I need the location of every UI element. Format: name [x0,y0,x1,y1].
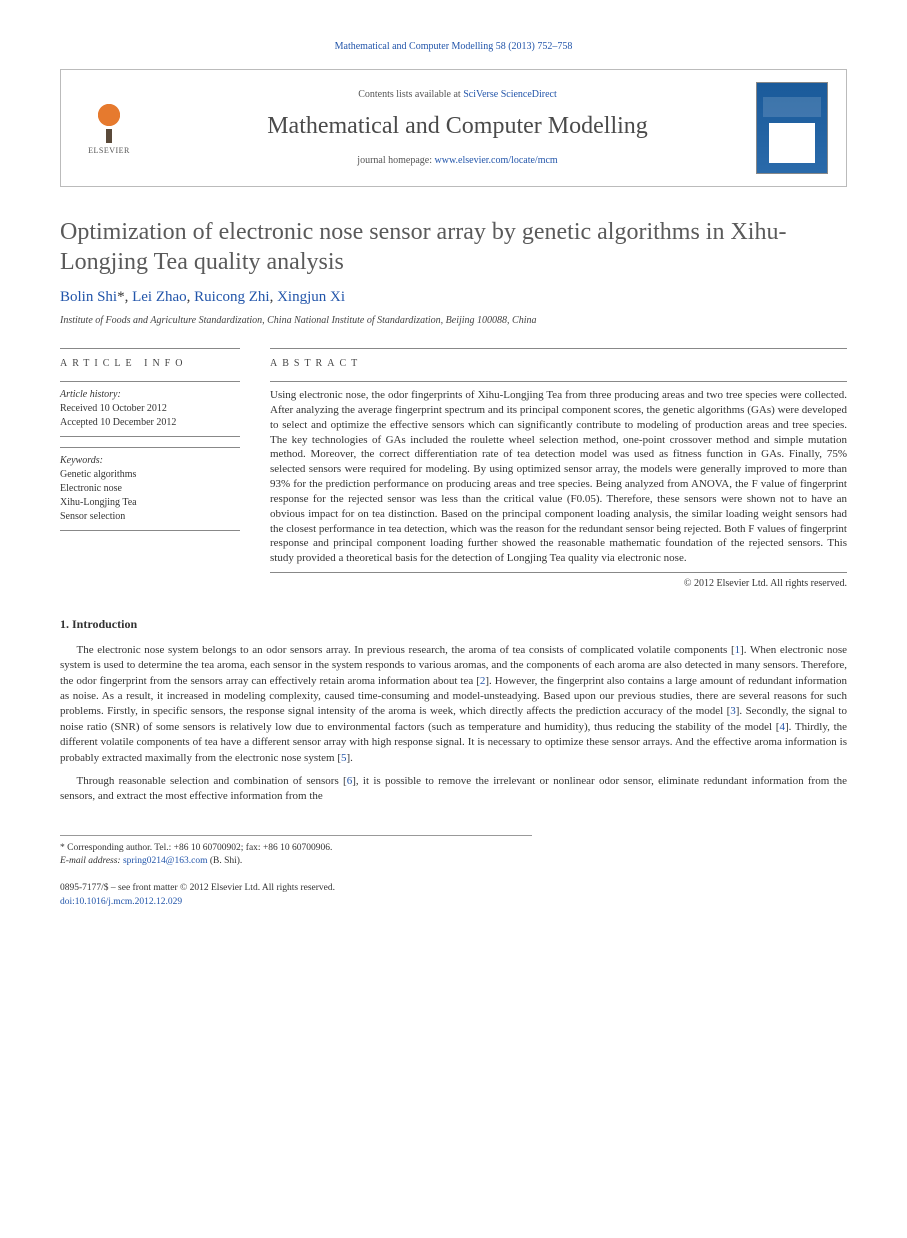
authors-line: Bolin Shi*, Lei Zhao, Ruicong Zhi, Xingj… [60,287,847,308]
citation-header: Mathematical and Computer Modelling 58 (… [60,40,847,54]
author-link[interactable]: Ruicong Zhi [194,289,269,305]
elsevier-tree-icon [89,99,129,139]
email-author: (B. Shi). [210,856,242,866]
author-link[interactable]: Bolin Shi [60,289,117,305]
corresponding-footnote: * Corresponding author. Tel.: +86 10 607… [60,842,532,855]
accepted-date: Accepted 10 December 2012 [60,416,240,430]
author-link[interactable]: Lei Zhao [132,289,187,305]
history-label: Article history: [60,388,240,402]
p1-text: ]. [347,752,353,764]
contents-prefix: Contents lists available at [358,89,463,100]
article-history-block: Article history: Received 10 October 201… [60,381,240,437]
abstract-label: ABSTRACT [270,348,847,371]
intro-paragraph-2: Through reasonable selection and combina… [60,774,847,805]
p2-text: Through reasonable selection and combina… [77,775,347,787]
homepage-link[interactable]: www.elsevier.com/locate/mcm [435,155,558,166]
contents-line: Contents lists available at SciVerse Sci… [159,88,756,102]
email-footnote: E-mail address: spring0214@163.com (B. S… [60,855,532,868]
article-info-column: ARTICLE INFO Article history: Received 1… [60,348,240,591]
article-info-label: ARTICLE INFO [60,348,240,371]
abstract-copyright: © 2012 Elsevier Ltd. All rights reserved… [270,577,847,591]
body-section: 1. Introduction The electronic nose syst… [60,616,847,805]
homepage-line: journal homepage: www.elsevier.com/locat… [159,154,756,168]
article-title: Optimization of electronic nose sensor a… [60,217,847,277]
banner-center: Contents lists available at SciVerse Sci… [159,88,756,168]
keyword: Electronic nose [60,482,240,496]
keyword: Genetic algorithms [60,468,240,482]
corresponding-text: Corresponding author. Tel.: +86 10 60700… [67,843,332,853]
footnotes: * Corresponding author. Tel.: +86 10 607… [60,835,532,869]
email-link[interactable]: spring0214@163.com [123,856,207,866]
homepage-prefix: journal homepage: [357,155,434,166]
received-date: Received 10 October 2012 [60,402,240,416]
issn-line: 0895-7177/$ – see front matter © 2012 El… [60,882,847,895]
citation-link[interactable]: Mathematical and Computer Modelling 58 (… [335,41,573,52]
info-abstract-row: ARTICLE INFO Article history: Received 1… [60,348,847,591]
p1-text: The electronic nose system belongs to an… [77,644,735,656]
intro-paragraph-1: The electronic nose system belongs to an… [60,643,847,766]
elsevier-logo: ELSEVIER [79,98,139,158]
abstract-column: ABSTRACT Using electronic nose, the odor… [270,348,847,591]
elsevier-label: ELSEVIER [88,145,130,156]
doi-line: doi:10.1016/j.mcm.2012.12.029 [60,896,847,909]
keyword: Sensor selection [60,510,240,524]
intro-heading: 1. Introduction [60,616,847,633]
author-link[interactable]: Xingjun Xi [277,289,345,305]
affiliation: Institute of Foods and Agriculture Stand… [60,314,847,328]
abstract-text: Using electronic nose, the odor fingerpr… [270,381,847,573]
doi-link[interactable]: 10.1016/j.mcm.2012.12.029 [75,897,182,907]
doi-label[interactable]: doi: [60,897,75,907]
keywords-label: Keywords: [60,454,240,468]
journal-title: Mathematical and Computer Modelling [159,110,756,144]
journal-cover-thumb [756,82,828,174]
keywords-block: Keywords: Genetic algorithms Electronic … [60,447,240,531]
bottom-meta: 0895-7177/$ – see front matter © 2012 El… [60,882,847,909]
sciencedirect-link[interactable]: SciVerse ScienceDirect [463,89,557,100]
email-label: E-mail address: [60,856,121,866]
journal-banner: ELSEVIER Contents lists available at Sci… [60,69,847,187]
corresponding-marker: * [117,289,125,305]
keyword: Xihu-Longjing Tea [60,496,240,510]
